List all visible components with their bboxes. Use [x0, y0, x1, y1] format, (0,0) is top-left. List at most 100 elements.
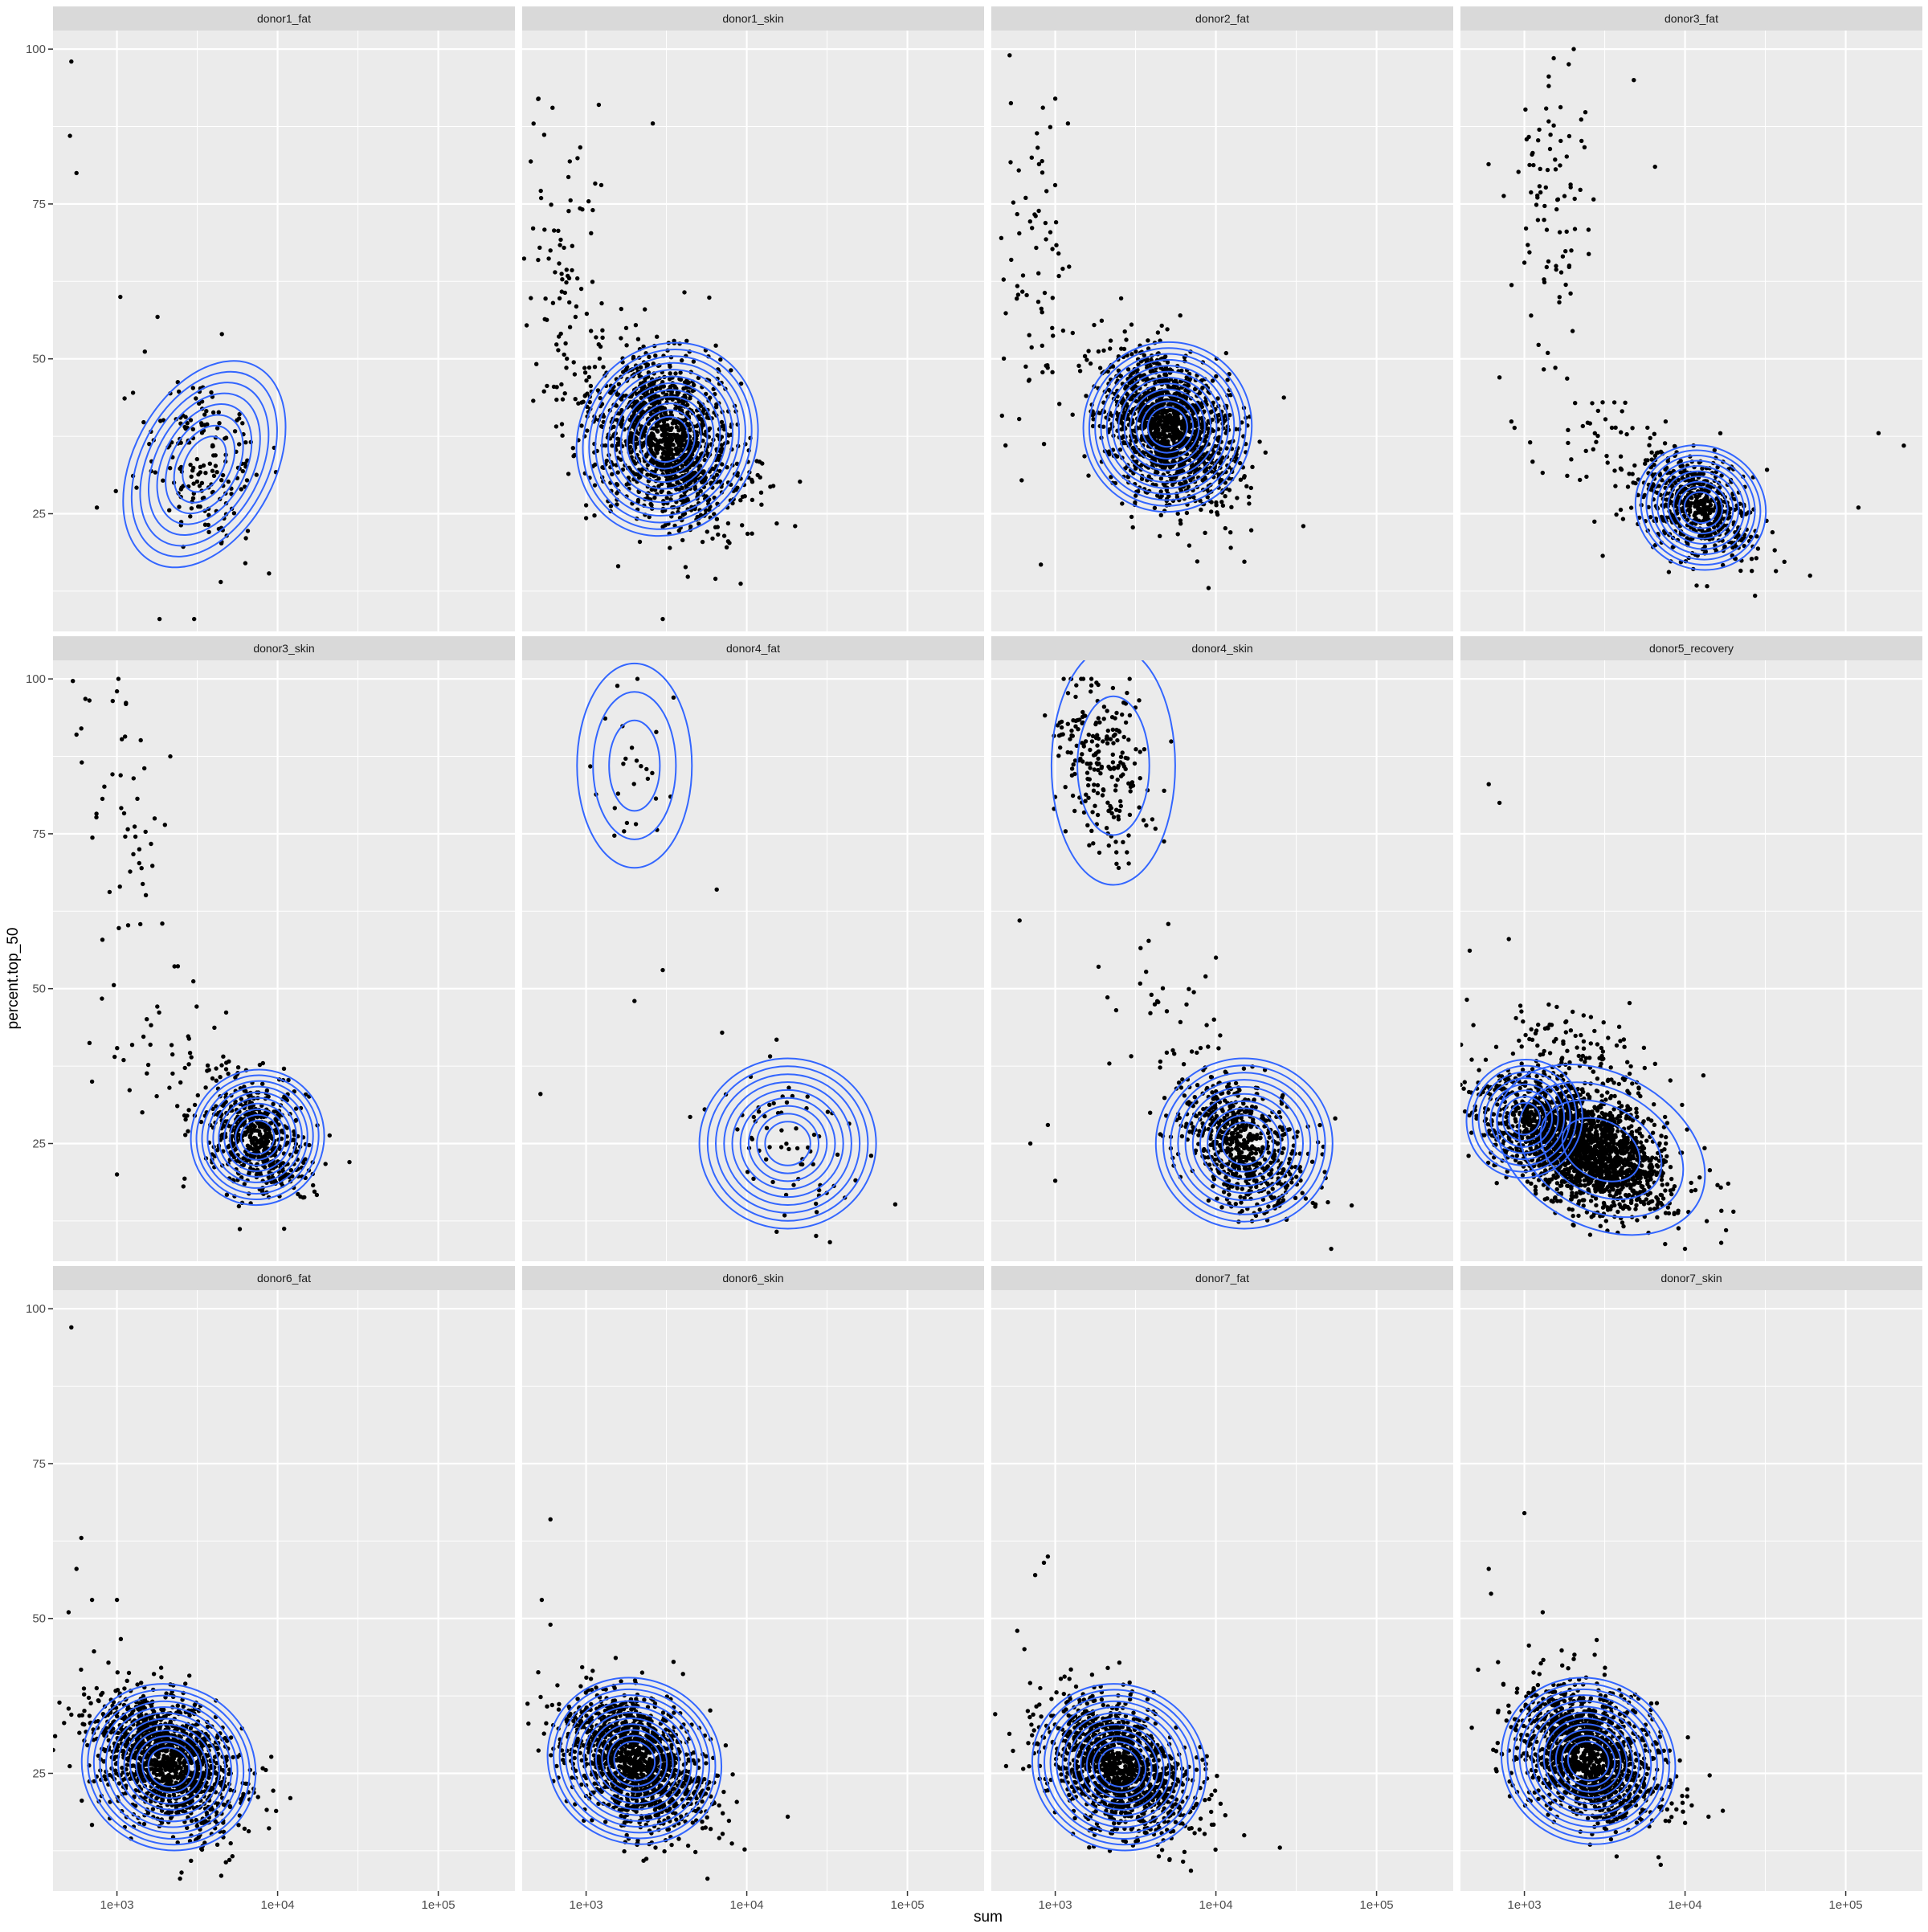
data-point	[1301, 524, 1305, 528]
data-point	[207, 1068, 211, 1072]
data-point	[619, 307, 623, 311]
data-point	[752, 1115, 756, 1119]
data-point	[1093, 767, 1097, 771]
data-point	[202, 464, 206, 468]
data-point	[715, 433, 719, 437]
data-point	[668, 476, 672, 480]
data-point	[204, 409, 208, 413]
data-point	[561, 397, 565, 401]
data-point	[130, 1043, 134, 1047]
data-point	[584, 378, 588, 382]
data-point	[1040, 370, 1044, 374]
data-point	[1051, 333, 1055, 337]
data-point	[1204, 435, 1208, 439]
data-point	[180, 485, 184, 489]
data-point	[1235, 496, 1239, 500]
data-point	[155, 1004, 159, 1008]
data-point	[210, 1076, 214, 1080]
data-point	[1161, 429, 1165, 433]
data-point	[1056, 274, 1060, 278]
data-point	[1199, 508, 1203, 512]
data-point	[1108, 346, 1112, 350]
data-point	[1042, 442, 1046, 446]
data-point	[750, 480, 754, 484]
data-point	[722, 533, 726, 537]
data-point	[1771, 530, 1775, 534]
data-point	[688, 396, 692, 400]
data-point	[1694, 511, 1698, 515]
data-point	[1542, 218, 1546, 222]
data-point	[683, 419, 687, 423]
data-point	[1178, 518, 1183, 522]
data-point	[1183, 480, 1187, 484]
data-point	[1697, 500, 1701, 504]
data-point	[1183, 1093, 1187, 1097]
data-point	[211, 453, 215, 457]
data-point	[1030, 226, 1034, 230]
data-point	[1527, 250, 1531, 254]
data-point	[118, 884, 122, 888]
data-point	[1258, 1162, 1262, 1166]
data-point	[565, 268, 569, 272]
data-point	[1526, 243, 1530, 247]
data-point	[1017, 168, 1021, 172]
data-point	[1546, 259, 1550, 263]
data-point	[128, 869, 132, 873]
data-point	[1620, 468, 1624, 472]
data-point	[764, 1158, 768, 1162]
data-point	[668, 371, 672, 375]
data-point	[668, 377, 672, 381]
y-tick-label: 25	[32, 1137, 46, 1150]
data-point	[157, 1011, 161, 1015]
data-point	[195, 457, 199, 461]
data-point	[1546, 75, 1550, 79]
data-point	[122, 396, 126, 400]
data-point	[1017, 231, 1021, 235]
data-point	[1624, 432, 1628, 436]
data-point	[1207, 586, 1211, 590]
data-point	[1568, 292, 1572, 296]
data-point	[1015, 296, 1019, 300]
data-point	[534, 362, 538, 366]
data-point	[224, 1060, 228, 1064]
data-point	[536, 258, 540, 262]
data-point	[1098, 366, 1102, 370]
data-point	[567, 276, 571, 280]
data-point	[142, 766, 146, 770]
data-point	[1234, 1202, 1238, 1206]
y-tick-label: 25	[32, 507, 46, 521]
data-point	[1050, 370, 1054, 374]
data-point	[1586, 421, 1590, 425]
data-point	[1159, 419, 1163, 423]
data-point	[1707, 509, 1711, 513]
data-point	[1076, 364, 1080, 368]
data-point	[684, 565, 688, 569]
data-point	[1544, 186, 1548, 190]
data-point	[1003, 311, 1007, 315]
data-point	[599, 301, 603, 305]
data-point	[727, 541, 731, 545]
data-point	[1592, 520, 1596, 524]
data-point	[546, 256, 550, 260]
data-point	[1206, 427, 1210, 431]
data-point	[1566, 428, 1570, 432]
data-point	[1558, 230, 1562, 234]
data-point	[574, 304, 578, 308]
data-point	[1648, 436, 1652, 440]
data-point	[1160, 324, 1164, 328]
data-point	[144, 830, 148, 834]
data-point	[1242, 560, 1246, 564]
data-point	[1086, 349, 1090, 353]
data-point	[1566, 441, 1570, 445]
data-point	[170, 1043, 174, 1047]
data-point	[1590, 401, 1594, 405]
data-point	[1704, 496, 1708, 500]
data-point	[1178, 464, 1182, 468]
data-point	[232, 511, 236, 515]
data-point	[1030, 156, 1034, 160]
data-point	[111, 699, 115, 703]
data-point	[814, 1234, 818, 1238]
data-point	[716, 533, 720, 537]
data-point	[1152, 419, 1156, 423]
